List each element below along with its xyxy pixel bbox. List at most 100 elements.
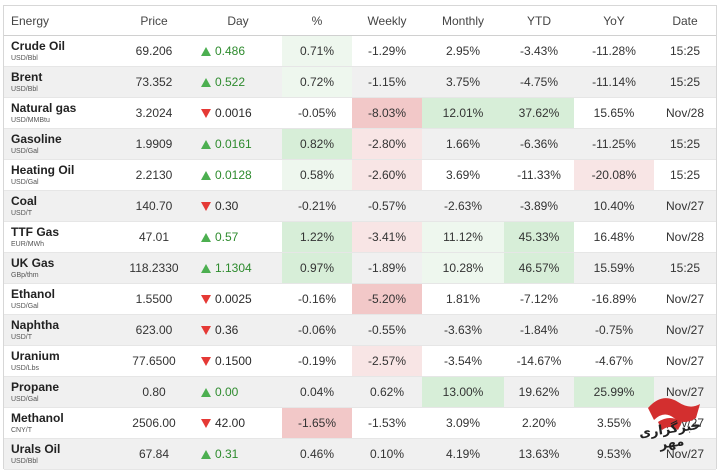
table-row[interactable]: UK Gas GBp/thm 118.2330 1.1304 0.97% -1.89% 10… <box>4 252 716 284</box>
day-change-cell: 0.1500 <box>194 345 282 377</box>
day-change-value: 0.00 <box>215 385 239 399</box>
commodity-unit: USD/Gal <box>11 396 39 403</box>
col-header-yoy[interactable]: YoY <box>574 6 654 36</box>
commodity-name[interactable]: Urals Oil <box>11 442 61 456</box>
col-header-weekly[interactable]: Weekly <box>352 6 422 36</box>
commodity-cell[interactable]: Gasoline USD/Gal <box>4 128 114 160</box>
day-change-value: 0.0161 <box>215 137 252 151</box>
arrow-up-icon <box>201 388 211 397</box>
arrow-down-icon <box>201 295 211 304</box>
date-cell: 15:25 <box>654 252 716 284</box>
yoy-cell: -20.08% <box>574 159 654 191</box>
commodity-name[interactable]: Uranium <box>11 349 60 363</box>
day-change-value: 0.30 <box>215 199 239 213</box>
commodity-cell[interactable]: Uranium USD/Lbs <box>4 345 114 377</box>
commodity-cell[interactable]: Crude Oil USD/Bbl <box>4 35 114 67</box>
date-cell: Nov/28 <box>654 221 716 253</box>
weekly-cell: -1.89% <box>352 252 422 284</box>
col-header-monthly[interactable]: Monthly <box>422 6 504 36</box>
commodity-cell[interactable]: Propane USD/Gal <box>4 376 114 408</box>
arrow-up-icon <box>201 264 211 273</box>
price-cell: 1.5500 <box>114 283 194 315</box>
commodity-cell[interactable]: Urals Oil USD/Bbl <box>4 438 114 470</box>
commodity-cell[interactable]: Ethanol USD/Gal <box>4 283 114 315</box>
ytd-cell: 13.63% <box>504 438 574 470</box>
monthly-cell: 1.81% <box>422 283 504 315</box>
table-row[interactable]: Ethanol USD/Gal 1.5500 0.0025 -0.16% -5.20% 1.… <box>4 283 716 315</box>
commodity-name[interactable]: Natural gas <box>11 101 77 115</box>
commodity-cell[interactable]: Natural gas USD/MMBtu <box>4 97 114 129</box>
price-cell: 47.01 <box>114 221 194 253</box>
day-change-value: 0.31 <box>215 447 239 461</box>
table-row[interactable]: TTF Gas EUR/MWh 47.01 0.57 1.22% -3.41% 11.12%… <box>4 221 716 253</box>
price-cell: 2.2130 <box>114 159 194 191</box>
table-row[interactable]: Brent USD/Bbl 73.352 0.522 0.72% -1.15% 3.75% -… <box>4 66 716 98</box>
day-change-cell: 42.00 <box>194 407 282 439</box>
commodity-cell[interactable]: Naphtha USD/T <box>4 314 114 346</box>
pct-cell: -0.21% <box>282 190 352 222</box>
weekly-cell: -2.80% <box>352 128 422 160</box>
col-header-energy[interactable]: Energy <box>4 6 114 36</box>
col-header-price[interactable]: Price <box>114 6 194 36</box>
pct-cell: 0.46% <box>282 438 352 470</box>
table-row[interactable]: Uranium USD/Lbs 77.6500 0.1500 -0.19% -2.57% -… <box>4 345 716 377</box>
monthly-cell: 10.28% <box>422 252 504 284</box>
commodity-name[interactable]: Propane <box>11 380 60 394</box>
ytd-cell: 2.20% <box>504 407 574 439</box>
commodity-name[interactable]: Coal <box>11 194 38 208</box>
table-row[interactable]: Naphtha USD/T 623.00 0.36 -0.06% -0.55% -3.63%… <box>4 314 716 346</box>
price-cell: 623.00 <box>114 314 194 346</box>
commodity-cell[interactable]: TTF Gas EUR/MWh <box>4 221 114 253</box>
commodity-unit: GBp/thm <box>11 272 39 279</box>
ytd-cell: -3.89% <box>504 190 574 222</box>
table-row[interactable]: Coal USD/T 140.70 0.30 -0.21% -0.57% -2.63% -3.… <box>4 190 716 222</box>
ytd-cell: 46.57% <box>504 252 574 284</box>
commodity-name[interactable]: Ethanol <box>11 287 55 301</box>
commodity-cell[interactable]: Methanol CNY/T <box>4 407 114 439</box>
day-change-cell: 0.31 <box>194 438 282 470</box>
price-cell: 77.6500 <box>114 345 194 377</box>
commodity-cell[interactable]: Coal USD/T <box>4 190 114 222</box>
ytd-cell: -3.43% <box>504 35 574 67</box>
table-row[interactable]: Natural gas USD/MMBtu 3.2024 0.0016 -0.05% -8… <box>4 97 716 129</box>
commodity-name[interactable]: TTF Gas <box>11 225 60 239</box>
date-cell: Nov/27 <box>654 283 716 315</box>
col-header-date[interactable]: Date <box>654 6 716 36</box>
commodity-name[interactable]: Naphtha <box>11 318 59 332</box>
commodity-name[interactable]: Heating Oil <box>11 163 75 177</box>
day-change-value: 0.486 <box>215 44 246 58</box>
commodity-name[interactable]: Brent <box>11 70 43 84</box>
yoy-cell: -16.89% <box>574 283 654 315</box>
arrow-down-icon <box>201 326 211 335</box>
commodity-name[interactable]: Crude Oil <box>11 39 66 53</box>
commodity-cell[interactable]: Heating Oil USD/Gal <box>4 159 114 191</box>
yoy-cell: -0.75% <box>574 314 654 346</box>
weekly-cell: -2.60% <box>352 159 422 191</box>
monthly-cell: 12.01% <box>422 97 504 129</box>
table-row[interactable]: Gasoline USD/Gal 1.9909 0.0161 0.82% -2.80% 1.… <box>4 128 716 160</box>
commodity-unit: USD/T <box>11 210 32 217</box>
table-row[interactable]: Urals Oil USD/Bbl 67.84 0.31 0.46% 0.10% 4.19%… <box>4 438 716 470</box>
commodity-cell[interactable]: Brent USD/Bbl <box>4 66 114 98</box>
commodity-name[interactable]: Methanol <box>11 411 64 425</box>
price-cell: 118.2330 <box>114 252 194 284</box>
table-row[interactable]: Heating Oil USD/Gal 2.2130 0.0128 0.58% -2.60… <box>4 159 716 191</box>
date-cell: Nov/27 <box>654 438 716 470</box>
commodity-name[interactable]: Gasoline <box>11 132 62 146</box>
day-change-cell: 0.00 <box>194 376 282 408</box>
pct-cell: 0.72% <box>282 66 352 98</box>
commodity-cell[interactable]: UK Gas GBp/thm <box>4 252 114 284</box>
monthly-cell: -3.63% <box>422 314 504 346</box>
weekly-cell: -1.15% <box>352 66 422 98</box>
table-row[interactable]: Propane USD/Gal 0.80 0.00 0.04% 0.62% 13.00% 19… <box>4 376 716 408</box>
table-row[interactable]: Crude Oil USD/Bbl 69.206 0.486 0.71% -1.29% 2.… <box>4 35 716 67</box>
yoy-cell: 9.53% <box>574 438 654 470</box>
day-change-value: 0.1500 <box>215 354 252 368</box>
commodity-name[interactable]: UK Gas <box>11 256 55 270</box>
col-header-pct[interactable]: % <box>282 6 352 36</box>
table-row[interactable]: Methanol CNY/T 2506.00 42.00 -1.65% -1.53% 3.0… <box>4 407 716 439</box>
col-header-day[interactable]: Day <box>194 6 282 36</box>
date-cell: Nov/27 <box>654 190 716 222</box>
col-header-ytd[interactable]: YTD <box>504 6 574 36</box>
pct-cell: -0.19% <box>282 345 352 377</box>
